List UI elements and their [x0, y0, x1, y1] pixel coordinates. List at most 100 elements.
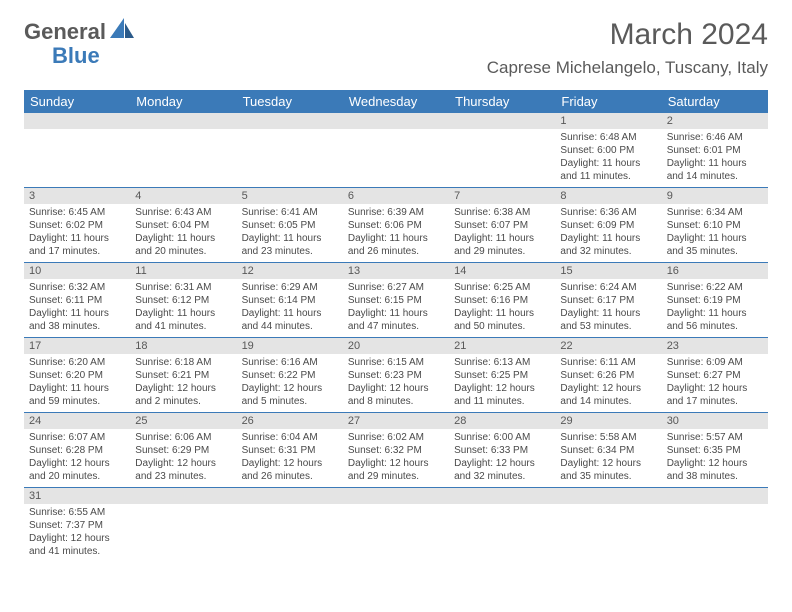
daylight-line: Daylight: 12 hours and 11 minutes. [454, 382, 550, 408]
empty-daynum-strip [449, 488, 555, 504]
day-details: Sunrise: 6:02 AMSunset: 6:32 PMDaylight:… [343, 429, 449, 487]
sunrise-line: Sunrise: 6:18 AM [135, 356, 231, 369]
sunrise-line: Sunrise: 6:48 AM [560, 131, 656, 144]
day-number: 26 [237, 413, 343, 429]
day-cell: 14Sunrise: 6:25 AMSunset: 6:16 PMDayligh… [449, 263, 555, 337]
daylight-line: Daylight: 12 hours and 26 minutes. [242, 457, 338, 483]
day-number: 25 [130, 413, 236, 429]
day-details: Sunrise: 6:16 AMSunset: 6:22 PMDaylight:… [237, 354, 343, 412]
empty-cell [130, 488, 236, 562]
day-number: 1 [555, 113, 661, 129]
day-number: 16 [662, 263, 768, 279]
empty-cell [449, 113, 555, 187]
day-number: 28 [449, 413, 555, 429]
day-number: 3 [24, 188, 130, 204]
day-cell: 28Sunrise: 6:00 AMSunset: 6:33 PMDayligh… [449, 413, 555, 487]
sunrise-line: Sunrise: 6:25 AM [454, 281, 550, 294]
month-title: March 2024 [487, 18, 768, 52]
daylight-line: Daylight: 12 hours and 5 minutes. [242, 382, 338, 408]
day-cell: 30Sunrise: 5:57 AMSunset: 6:35 PMDayligh… [662, 413, 768, 487]
sunset-line: Sunset: 6:15 PM [348, 294, 444, 307]
daylight-line: Daylight: 11 hours and 35 minutes. [667, 232, 763, 258]
empty-daynum-strip [343, 488, 449, 504]
day-number: 13 [343, 263, 449, 279]
daylight-line: Daylight: 12 hours and 14 minutes. [560, 382, 656, 408]
day-header-sun: Sunday [24, 90, 130, 113]
day-details: Sunrise: 6:20 AMSunset: 6:20 PMDaylight:… [24, 354, 130, 412]
sunrise-line: Sunrise: 6:13 AM [454, 356, 550, 369]
day-details: Sunrise: 6:24 AMSunset: 6:17 PMDaylight:… [555, 279, 661, 337]
logo-text-general: General [24, 19, 106, 45]
sunset-line: Sunset: 6:07 PM [454, 219, 550, 232]
day-cell: 31Sunrise: 6:55 AMSunset: 7:37 PMDayligh… [24, 488, 130, 562]
daylight-line: Daylight: 11 hours and 32 minutes. [560, 232, 656, 258]
day-header-row: Sunday Monday Tuesday Wednesday Thursday… [24, 90, 768, 113]
sunset-line: Sunset: 6:12 PM [135, 294, 231, 307]
day-number: 6 [343, 188, 449, 204]
day-cell: 25 Sunrise: 6:06 AMSunset: 6:29 PMDayligh… [130, 413, 236, 487]
sunset-line: Sunset: 6:23 PM [348, 369, 444, 382]
sunset-line: Sunset: 6:32 PM [348, 444, 444, 457]
daylight-line: Daylight: 12 hours and 41 minutes. [29, 532, 125, 558]
calendar: Sunday Monday Tuesday Wednesday Thursday… [24, 90, 768, 562]
sunrise-line: Sunrise: 6:31 AM [135, 281, 231, 294]
sunset-line: Sunset: 6:19 PM [667, 294, 763, 307]
logo-text-blue: Blue [52, 43, 100, 69]
day-number: 20 [343, 338, 449, 354]
day-number: 22 [555, 338, 661, 354]
empty-cell [449, 488, 555, 562]
day-cell: 18Sunrise: 6:18 AMSunset: 6:21 PMDayligh… [130, 338, 236, 412]
sunrise-line: Sunrise: 6:32 AM [29, 281, 125, 294]
day-number: 4 [130, 188, 236, 204]
day-number: 31 [24, 488, 130, 504]
sunset-line: Sunset: 6:11 PM [29, 294, 125, 307]
daylight-line: Daylight: 12 hours and 2 minutes. [135, 382, 231, 408]
day-details: Sunrise: 6:04 AMSunset: 6:31 PMDaylight:… [237, 429, 343, 487]
day-details: Sunrise: 6:27 AMSunset: 6:15 PMDaylight:… [343, 279, 449, 337]
daylight-line: Daylight: 12 hours and 35 minutes. [560, 457, 656, 483]
day-header-sat: Saturday [662, 90, 768, 113]
sunrise-line: Sunrise: 6:43 AM [135, 206, 231, 219]
day-cell: 11Sunrise: 6:31 AMSunset: 6:12 PMDayligh… [130, 263, 236, 337]
day-cell: 24Sunrise: 6:07 AMSunset: 6:28 PMDayligh… [24, 413, 130, 487]
daylight-line: Daylight: 12 hours and 23 minutes. [135, 457, 231, 483]
day-details: Sunrise: 6:36 AMSunset: 6:09 PMDaylight:… [555, 204, 661, 262]
day-cell: 17Sunrise: 6:20 AMSunset: 6:20 PMDayligh… [24, 338, 130, 412]
empty-cell [130, 113, 236, 187]
day-cell: 23Sunrise: 6:09 AMSunset: 6:27 PMDayligh… [662, 338, 768, 412]
day-cell: 12Sunrise: 6:29 AMSunset: 6:14 PMDayligh… [237, 263, 343, 337]
day-header-wed: Wednesday [343, 90, 449, 113]
day-number: 5 [237, 188, 343, 204]
day-number: 29 [555, 413, 661, 429]
day-cell: 2Sunrise: 6:46 AMSunset: 6:01 PMDaylight… [662, 113, 768, 187]
day-number: 7 [449, 188, 555, 204]
day-cell: 19Sunrise: 6:16 AMSunset: 6:22 PMDayligh… [237, 338, 343, 412]
day-details: Sunrise: 6:48 AMSunset: 6:00 PMDaylight:… [555, 129, 661, 187]
logo: General [24, 18, 138, 45]
day-number: 2 [662, 113, 768, 129]
daylight-line: Daylight: 11 hours and 44 minutes. [242, 307, 338, 333]
sunset-line: Sunset: 6:06 PM [348, 219, 444, 232]
day-number: 15 [555, 263, 661, 279]
sunset-line: Sunset: 6:20 PM [29, 369, 125, 382]
sunset-line: Sunset: 6:02 PM [29, 219, 125, 232]
day-details: Sunrise: 6:11 AMSunset: 6:26 PMDaylight:… [555, 354, 661, 412]
sunrise-line: Sunrise: 6:06 AM [135, 431, 231, 444]
daylight-line: Daylight: 11 hours and 20 minutes. [135, 232, 231, 258]
sunset-line: Sunset: 6:16 PM [454, 294, 550, 307]
sunrise-line: Sunrise: 6:38 AM [454, 206, 550, 219]
sunset-line: Sunset: 6:27 PM [667, 369, 763, 382]
sunset-line: Sunset: 6:29 PM [135, 444, 231, 457]
day-header-tue: Tuesday [237, 90, 343, 113]
empty-daynum-strip [662, 488, 768, 504]
daylight-line: Daylight: 11 hours and 41 minutes. [135, 307, 231, 333]
week-row: 1Sunrise: 6:48 AMSunset: 6:00 PMDaylight… [24, 113, 768, 188]
day-number: 24 [24, 413, 130, 429]
empty-cell [662, 488, 768, 562]
day-details: Sunrise: 6:31 AMSunset: 6:12 PMDaylight:… [130, 279, 236, 337]
location: Caprese Michelangelo, Tuscany, Italy [487, 58, 768, 78]
sunrise-line: Sunrise: 6:46 AM [667, 131, 763, 144]
daylight-line: Daylight: 12 hours and 38 minutes. [667, 457, 763, 483]
empty-daynum-strip [130, 488, 236, 504]
sunrise-line: Sunrise: 5:58 AM [560, 431, 656, 444]
